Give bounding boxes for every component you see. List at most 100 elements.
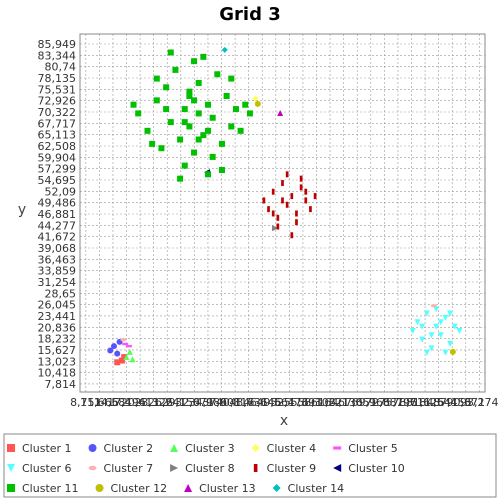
point [295,210,298,217]
point [221,46,228,53]
point [200,53,207,60]
x-tick-label: 61,221 [311,396,350,409]
point [195,136,202,143]
point [430,304,437,308]
point [442,314,449,321]
point [437,319,444,326]
point [433,323,440,330]
point [423,349,430,356]
legend-label: Cluster 8 [185,462,235,475]
x-tick-label: 20,411 [121,396,160,409]
point [200,132,207,139]
point [271,188,275,195]
point [409,327,416,334]
y-tick-label: 59,904 [38,151,77,164]
point [242,101,249,108]
legend-label: Cluster 9 [267,462,317,475]
legend-marker [7,484,15,492]
point [223,93,230,100]
x-tick-label: 81,626 [406,396,445,409]
point [186,123,193,130]
point [456,327,463,334]
point [144,127,151,134]
y-tick-label: 23,441 [38,310,77,323]
legend-marker [7,464,15,472]
y-tick-label: 52,09 [45,185,77,198]
point [186,88,193,95]
point [423,310,430,317]
point [110,343,117,350]
y-tick-label: 41,672 [38,231,77,244]
x-tick-label: 67,051 [338,396,377,409]
y-tick-label: 70,322 [38,106,77,119]
point [285,171,289,178]
x-tick-label: 46,646 [243,396,282,409]
point [126,348,133,355]
point [158,145,165,152]
legend-marker [170,464,179,472]
x-tick-label: 93,274 [460,396,499,409]
point [267,206,270,213]
y-tick-label: 33,859 [38,265,77,278]
point [125,344,132,348]
y-tick-label: 18,232 [38,333,77,346]
point [232,106,239,113]
point [299,175,303,182]
point [290,232,294,239]
point [181,119,188,126]
legend-label: Cluster 3 [185,442,235,455]
x-tick-label: 78,711 [392,396,431,409]
point [121,354,128,361]
legend-label: Cluster 7 [104,462,154,475]
point [205,171,212,178]
point [122,342,129,346]
point [214,71,221,78]
point [163,84,170,91]
x-tick-label: 64,136 [324,396,363,409]
point [181,106,188,113]
point [419,323,426,330]
plot-area [80,34,485,392]
point [285,201,289,208]
point [428,332,435,339]
point [262,197,266,204]
point [304,197,308,204]
legend-marker [251,444,260,452]
legend-marker [184,484,193,492]
y-tick-label: 54,695 [38,174,77,187]
point [114,350,121,357]
x-tick-label: 75,796 [379,396,418,409]
point [449,348,456,355]
point [304,188,308,195]
point [437,332,444,339]
point [191,149,198,156]
point [433,306,440,313]
x-tick-label: 84,541 [419,396,458,409]
point [218,166,225,173]
legend-label: Cluster 11 [22,482,79,495]
x-tick-label: 23,326 [134,396,173,409]
y-tick-label: 31,254 [38,276,77,289]
y-tick-label: 39,068 [38,242,77,255]
point [246,110,253,117]
y-tick-label: 28,65 [45,287,77,300]
x-tick-label: 34,986 [189,396,228,409]
y-tick-label: 44,277 [38,219,77,232]
point [272,225,279,232]
point [281,197,284,204]
x-tick-label: 40,816 [216,396,255,409]
legend-marker [170,444,179,452]
legend [3,433,497,498]
y-tick-label: 26,045 [38,299,77,312]
point [271,210,275,217]
point [290,193,294,200]
point [218,140,225,147]
point [451,323,458,330]
point [163,106,170,113]
point [167,119,174,126]
point [428,345,435,352]
point [228,123,235,130]
y-tick-label: 72,926 [38,95,77,108]
point [442,349,449,356]
